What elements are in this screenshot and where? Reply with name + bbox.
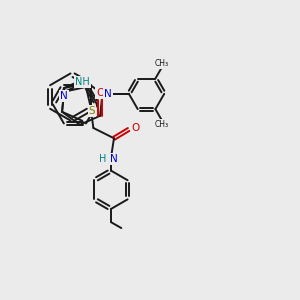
Text: S: S [88,106,95,116]
Text: NH: NH [75,77,90,87]
Text: N: N [104,89,112,99]
Text: CH₃: CH₃ [155,120,169,129]
Text: O: O [131,123,139,133]
Text: CH₃: CH₃ [155,59,169,68]
Text: O: O [96,88,104,98]
Text: N: N [110,154,117,164]
Text: N: N [60,91,68,101]
Text: H: H [99,154,106,164]
